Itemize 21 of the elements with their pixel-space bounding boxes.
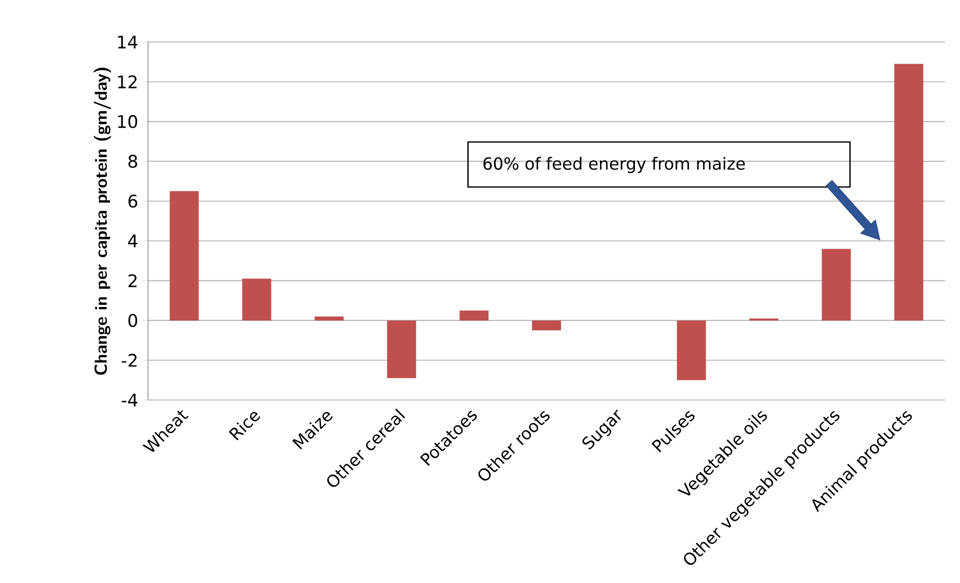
bar xyxy=(387,320,416,378)
bar xyxy=(314,316,344,320)
bar xyxy=(460,310,489,320)
y-tick-label: -2 xyxy=(122,354,137,367)
y-tick-label: -4 xyxy=(122,394,138,406)
y-tick-label: 6 xyxy=(128,194,138,208)
y-axis-title: Change in per capita protein (gm/day) xyxy=(94,68,112,375)
y-tick-label: 0 xyxy=(128,314,138,328)
annotation: 60% of feed energy from maize xyxy=(483,156,745,174)
y-tick-label: 10 xyxy=(118,115,138,128)
y-tick-label: 2 xyxy=(128,274,137,288)
y-tick-label: 14 xyxy=(118,36,138,48)
y-tick-label: 4 xyxy=(128,234,138,248)
y-tick-label: 12 xyxy=(118,75,137,88)
bar xyxy=(894,64,924,320)
y-tick-label: 8 xyxy=(128,154,138,168)
bar xyxy=(170,191,199,320)
bar xyxy=(242,278,272,320)
bar xyxy=(532,320,562,330)
bar xyxy=(676,320,706,380)
bar xyxy=(822,248,851,320)
